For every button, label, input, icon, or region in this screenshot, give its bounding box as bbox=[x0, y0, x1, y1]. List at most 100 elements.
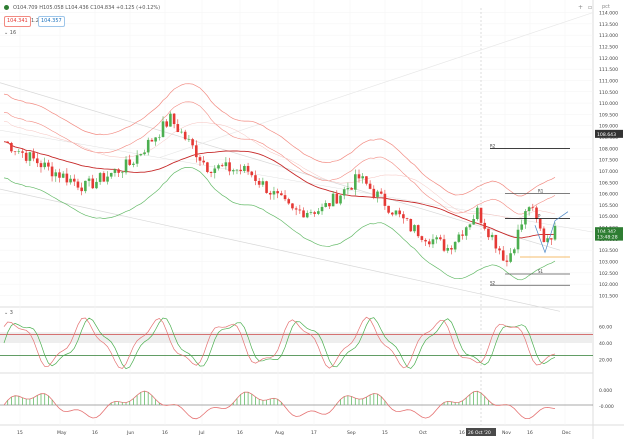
price-badge-label: 13:48:28 bbox=[597, 235, 618, 241]
candle bbox=[420, 236, 424, 240]
candle bbox=[257, 180, 261, 185]
pivot-label: R1 bbox=[538, 189, 544, 194]
upper-band-inner bbox=[3, 101, 556, 215]
candle bbox=[80, 187, 83, 192]
candle bbox=[32, 152, 35, 159]
price-label: 105.500 bbox=[599, 203, 618, 209]
candle bbox=[331, 193, 335, 207]
candle bbox=[191, 139, 194, 146]
time-label: May bbox=[57, 430, 67, 436]
candle bbox=[183, 131, 187, 140]
indicator-label[interactable]: ⌄ 16 bbox=[4, 30, 17, 36]
candle bbox=[109, 172, 113, 177]
candle bbox=[383, 193, 387, 206]
bottom-axis-label: -0.000 bbox=[599, 404, 614, 410]
candle bbox=[387, 205, 390, 213]
candle bbox=[154, 137, 157, 142]
candle bbox=[339, 195, 342, 204]
candle bbox=[87, 178, 91, 181]
pivot-label: S2 bbox=[490, 280, 496, 285]
candle bbox=[135, 155, 139, 164]
candle bbox=[390, 212, 394, 215]
candle bbox=[254, 175, 257, 181]
collapse-icon[interactable]: ⌄ bbox=[4, 30, 10, 36]
symbol-icon[interactable] bbox=[4, 5, 9, 11]
candle bbox=[357, 174, 361, 179]
candle bbox=[209, 172, 213, 174]
osc-fast-line bbox=[3, 317, 556, 370]
fullscreen-icon[interactable]: ▫ bbox=[588, 4, 593, 11]
candle bbox=[424, 239, 427, 242]
oscillator-label[interactable]: ⌄ 3 bbox=[4, 310, 13, 316]
cursor-time-badge bbox=[466, 428, 496, 436]
price-badge-label: 104.342 bbox=[597, 229, 616, 235]
price-label: 108.500 bbox=[599, 135, 618, 141]
candle bbox=[206, 162, 209, 173]
candle bbox=[228, 162, 231, 172]
candle bbox=[479, 207, 483, 223]
candle bbox=[146, 139, 150, 153]
candle bbox=[124, 159, 128, 173]
candle bbox=[272, 191, 276, 195]
price-label: 109.500 bbox=[599, 112, 618, 118]
price-label: 113.500 bbox=[599, 22, 618, 28]
candle bbox=[43, 162, 46, 168]
price-label: 101.500 bbox=[599, 293, 618, 299]
candle bbox=[76, 181, 80, 188]
candle bbox=[235, 169, 239, 171]
candle bbox=[313, 212, 316, 214]
candle bbox=[287, 199, 291, 204]
candle bbox=[161, 121, 165, 137]
candle bbox=[394, 210, 398, 215]
osc-axis-label: 60.00 bbox=[599, 324, 612, 330]
candle bbox=[413, 225, 416, 232]
candle bbox=[268, 192, 272, 195]
candle bbox=[261, 181, 265, 185]
candle bbox=[231, 170, 235, 172]
candle bbox=[21, 151, 24, 153]
price-label: 108.000 bbox=[599, 146, 618, 152]
collapse-icon[interactable]: ⌄ bbox=[4, 310, 10, 316]
candle bbox=[117, 169, 120, 173]
candle bbox=[328, 203, 331, 207]
pivot-label: R2 bbox=[490, 143, 496, 148]
candle bbox=[317, 211, 320, 214]
log-scale-toggle[interactable]: pct bbox=[602, 4, 610, 10]
candle bbox=[6, 141, 9, 143]
candle bbox=[106, 176, 109, 182]
time-label: 15 bbox=[17, 430, 23, 436]
candle bbox=[143, 152, 146, 155]
time-label: 17 bbox=[311, 430, 317, 436]
candle bbox=[368, 183, 372, 189]
candle bbox=[217, 165, 220, 169]
spread-value: 1.2 bbox=[31, 18, 39, 24]
time-label: Dec bbox=[562, 430, 571, 436]
candle bbox=[365, 176, 368, 184]
pivot-label: P bbox=[538, 214, 541, 219]
osc-zone bbox=[0, 332, 593, 343]
price-label: 107.500 bbox=[599, 158, 618, 164]
candle bbox=[453, 241, 457, 250]
price-badge-label: 108.643 bbox=[597, 132, 616, 138]
ohlc-readout: O104.709 H105.058 L104.436 C104.834 +0.1… bbox=[13, 5, 161, 11]
candle bbox=[513, 249, 516, 254]
candle bbox=[169, 113, 172, 127]
buy-price-box[interactable]: 104.357 bbox=[38, 16, 65, 27]
candle bbox=[309, 212, 313, 213]
candle bbox=[553, 226, 557, 240]
settings-icon[interactable]: + bbox=[578, 4, 584, 11]
time-label: 16 bbox=[527, 430, 533, 436]
candle bbox=[361, 176, 365, 179]
price-label: 106.500 bbox=[599, 180, 618, 186]
sell-price-box[interactable]: 104.341 bbox=[4, 16, 31, 27]
candle bbox=[498, 248, 501, 251]
pivot-label: S1 bbox=[538, 269, 544, 274]
candle bbox=[84, 180, 87, 192]
projection-line bbox=[534, 211, 569, 254]
candle bbox=[483, 222, 487, 229]
time-label: 16 bbox=[162, 430, 168, 436]
candle bbox=[28, 152, 32, 161]
candle bbox=[98, 173, 102, 182]
